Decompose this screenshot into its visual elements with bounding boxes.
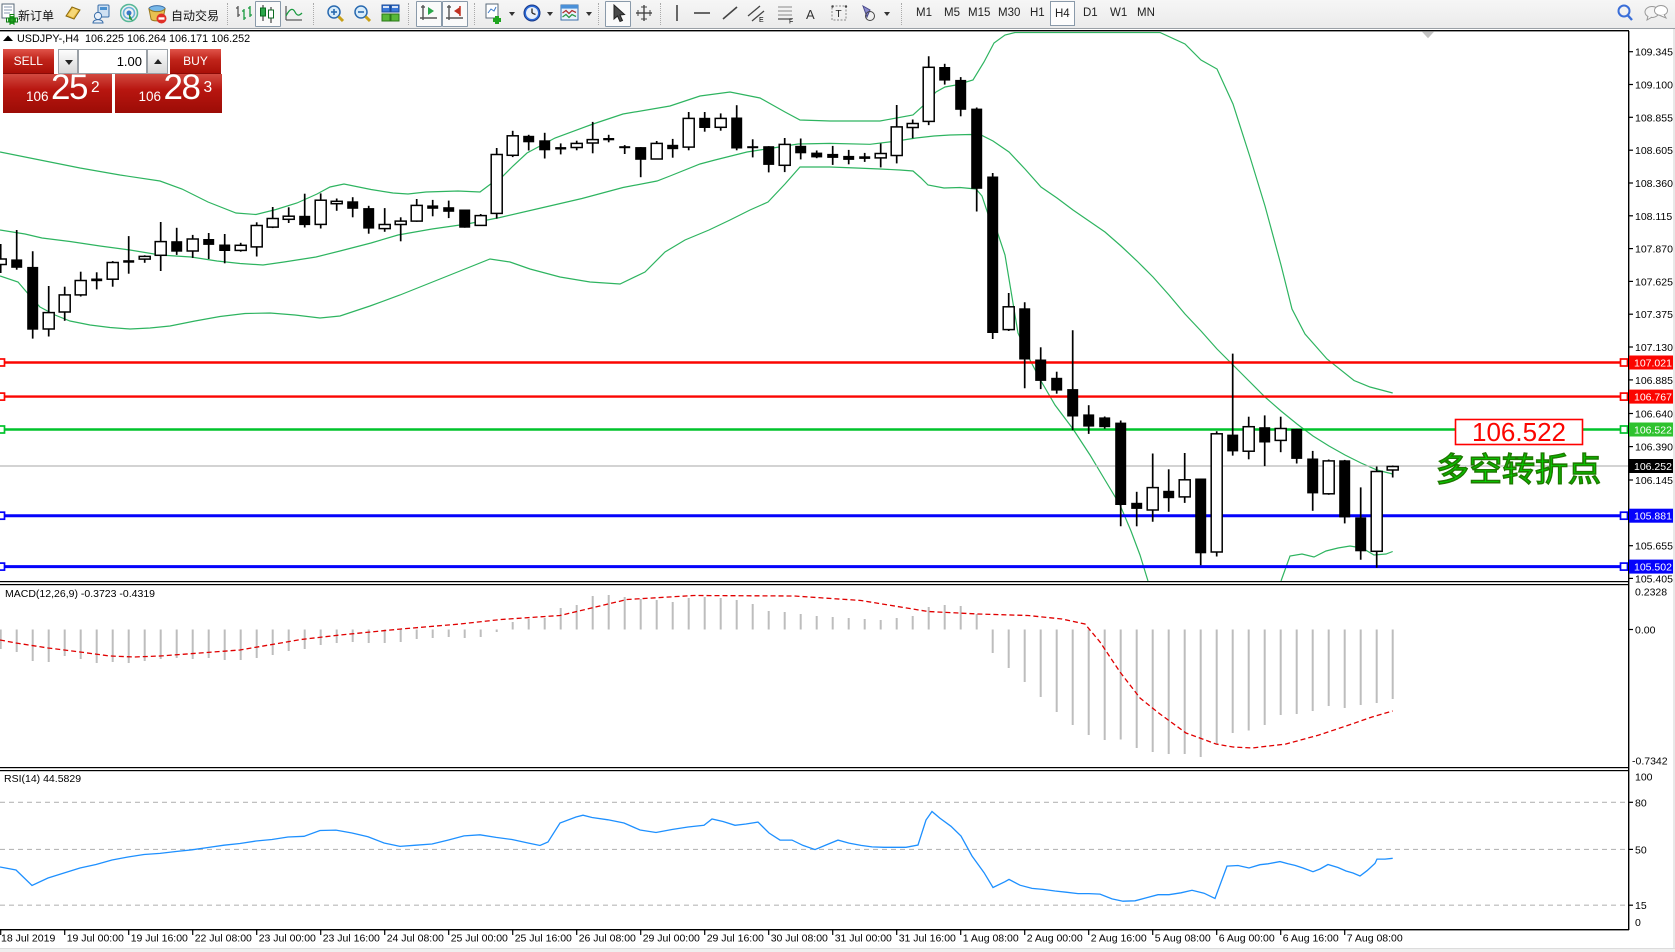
svg-text:22 Jul 08:00: 22 Jul 08:00: [195, 933, 252, 945]
svg-text:2 Aug 16:00: 2 Aug 16:00: [1091, 933, 1147, 945]
svg-text:2 Aug 00:00: 2 Aug 00:00: [1027, 933, 1083, 945]
svg-text:18 Jul 2019: 18 Jul 2019: [1, 933, 55, 945]
svg-text:23 Jul 00:00: 23 Jul 00:00: [259, 933, 316, 945]
svg-text:106.767: 106.767: [1634, 392, 1672, 404]
svg-text:105.502: 105.502: [1634, 562, 1672, 574]
svg-text:80: 80: [1635, 797, 1647, 809]
svg-text:T: T: [836, 9, 842, 20]
svg-text:5 Aug 08:00: 5 Aug 08:00: [1155, 933, 1211, 945]
svg-text:105.881: 105.881: [1634, 511, 1672, 523]
svg-text:1 Aug 08:00: 1 Aug 08:00: [963, 933, 1019, 945]
svg-text:6 Aug 16:00: 6 Aug 16:00: [1283, 933, 1339, 945]
svg-text:0.00: 0.00: [1635, 625, 1656, 637]
svg-text:15: 15: [1635, 900, 1647, 912]
svg-text:25 Jul 16:00: 25 Jul 16:00: [515, 933, 572, 945]
svg-text:106.522: 106.522: [1472, 417, 1566, 447]
svg-text:107.021: 107.021: [1634, 358, 1672, 370]
svg-text:25 Jul 00:00: 25 Jul 00:00: [451, 933, 508, 945]
svg-text:19 Jul 16:00: 19 Jul 16:00: [131, 933, 188, 945]
svg-text:105.405: 105.405: [1635, 573, 1673, 585]
svg-text:106.252: 106.252: [1634, 461, 1672, 473]
svg-text:31 Jul 16:00: 31 Jul 16:00: [899, 933, 956, 945]
svg-text:26 Jul 08:00: 26 Jul 08:00: [579, 933, 636, 945]
svg-text:19 Jul 00:00: 19 Jul 00:00: [67, 933, 124, 945]
svg-text:108.115: 108.115: [1635, 211, 1672, 223]
svg-text:109.345: 109.345: [1635, 47, 1673, 59]
svg-text:106.640: 106.640: [1635, 409, 1673, 421]
svg-text:109.100: 109.100: [1635, 80, 1673, 92]
svg-text:105.655: 105.655: [1635, 541, 1673, 553]
svg-text:50: 50: [1635, 844, 1647, 856]
svg-text:107.625: 107.625: [1635, 276, 1673, 288]
svg-text:108.855: 108.855: [1635, 112, 1673, 124]
svg-text:7 Aug 08:00: 7 Aug 08:00: [1347, 933, 1403, 945]
svg-text:0.2328: 0.2328: [1635, 587, 1667, 599]
svg-text:108.360: 108.360: [1635, 178, 1673, 190]
svg-text:F: F: [789, 19, 793, 26]
svg-text:31 Jul 00:00: 31 Jul 00:00: [835, 933, 892, 945]
svg-text:29 Jul 16:00: 29 Jul 16:00: [707, 933, 764, 945]
svg-text:0: 0: [1635, 917, 1641, 929]
svg-text:107.870: 107.870: [1635, 244, 1673, 256]
svg-text:108.605: 108.605: [1635, 145, 1673, 157]
svg-text:多空转折点: 多空转折点: [1436, 451, 1601, 488]
svg-text:6 Aug 00:00: 6 Aug 00:00: [1219, 933, 1275, 945]
svg-text:106.522: 106.522: [1634, 425, 1672, 437]
svg-text:24 Jul 08:00: 24 Jul 08:00: [387, 933, 444, 945]
svg-text:RSI(14) 44.5829: RSI(14) 44.5829: [4, 773, 81, 785]
svg-text:MACD(12,26,9) -0.3723 -0.4319: MACD(12,26,9) -0.3723 -0.4319: [5, 588, 155, 600]
svg-text:USDJPY-,H4 106.225 106.264 10: USDJPY-,H4 106.225 106.264 106.171 106.2…: [17, 33, 250, 45]
svg-text:106.885: 106.885: [1635, 375, 1673, 387]
svg-text:107.130: 107.130: [1635, 342, 1673, 354]
svg-text:-0.7342: -0.7342: [1632, 756, 1668, 768]
svg-text:100: 100: [1635, 772, 1653, 784]
svg-text:23 Jul 16:00: 23 Jul 16:00: [323, 933, 380, 945]
svg-text:106.145: 106.145: [1635, 475, 1673, 487]
svg-text:107.375: 107.375: [1635, 309, 1673, 321]
svg-text:29 Jul 00:00: 29 Jul 00:00: [643, 933, 700, 945]
svg-text:30 Jul 08:00: 30 Jul 08:00: [771, 933, 828, 945]
svg-text:E: E: [759, 17, 764, 24]
svg-text:106.390: 106.390: [1635, 442, 1673, 454]
